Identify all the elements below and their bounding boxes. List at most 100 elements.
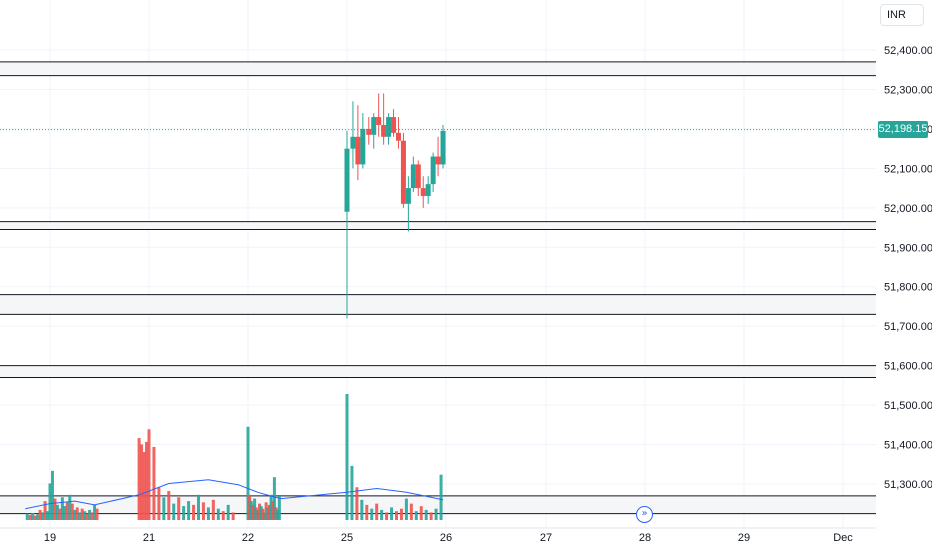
candle-body <box>381 124 387 137</box>
volume-bar <box>48 483 52 520</box>
volume-bar <box>75 507 79 520</box>
volume-bar <box>345 394 349 520</box>
candle-body <box>415 164 421 189</box>
last-price-badge: 52,198.15 <box>878 121 928 139</box>
volume-bar <box>360 499 364 520</box>
volume-bar <box>187 501 191 520</box>
volume-bar <box>55 504 59 520</box>
y-tick-label: 51,900.00 <box>884 242 932 254</box>
y-tick-label: 52,100.00 <box>884 163 932 175</box>
candle-body <box>400 140 406 204</box>
x-axis[interactable]: 19 21 22 25 26 27 28 29 Dec <box>0 527 876 544</box>
volume-bar <box>68 494 72 520</box>
x-tick-label: 19 <box>44 532 56 544</box>
volume-bar <box>365 504 369 520</box>
volume-bar <box>70 503 74 520</box>
volume-bar <box>414 511 418 520</box>
candle-body <box>350 136 356 149</box>
volume-bar <box>53 498 57 520</box>
volume-bar <box>192 504 196 520</box>
volume-bar <box>172 503 176 520</box>
volume-bar <box>83 511 87 520</box>
volume-bar <box>263 512 266 520</box>
volume-bar <box>266 507 270 520</box>
volume-bar <box>355 487 359 520</box>
candle-body <box>371 117 377 135</box>
volume-bar <box>390 507 394 520</box>
x-tick-label: 28 <box>639 532 651 544</box>
volume-bars <box>25 394 443 520</box>
volume-bar <box>276 509 280 520</box>
volume-bar <box>58 508 62 520</box>
zone-fill <box>0 294 876 315</box>
candle-body <box>410 164 416 189</box>
candle-body <box>360 128 366 165</box>
volume-bar <box>201 502 205 520</box>
volume-bar <box>216 508 220 520</box>
x-tick-label: 22 <box>242 532 254 544</box>
x-tick-label: 26 <box>440 532 452 544</box>
volume-bar <box>424 509 428 520</box>
candle-body <box>366 128 372 135</box>
candle-body <box>391 117 397 133</box>
goto-realtime-button[interactable]: » <box>636 506 653 523</box>
volume-bar <box>385 512 389 520</box>
y-tick-label: 52,300.00 <box>884 84 932 96</box>
volume-bar <box>93 504 97 520</box>
volume-bar <box>226 504 230 520</box>
volume-bar <box>267 504 271 520</box>
currency-label[interactable]: INR <box>880 4 924 26</box>
candlesticks <box>344 93 446 319</box>
y-tick-label: 52,000.00 <box>884 203 932 215</box>
volume-bar <box>63 506 67 520</box>
x-tick-label: 21 <box>143 532 155 544</box>
volume-bar <box>404 498 408 520</box>
volume-bar <box>28 514 32 520</box>
candle-body <box>435 156 441 165</box>
candle-body <box>425 184 431 196</box>
volume-bar <box>231 512 235 520</box>
volume-bar <box>140 444 144 520</box>
volume-bar <box>157 487 161 520</box>
volume-bar <box>429 512 433 520</box>
y-tick-label: 51,400.00 <box>884 440 932 452</box>
candle-body <box>355 136 361 165</box>
y-tick-label: 51,500.00 <box>884 400 932 412</box>
volume-bar <box>419 506 423 520</box>
volume-bar <box>197 494 200 520</box>
volume-bar <box>95 508 99 520</box>
volume-bar <box>33 515 37 520</box>
y-axis[interactable]: 52,400.0052,300.0052,200.0052,100.0052,0… <box>884 45 932 491</box>
volume-bar <box>41 512 45 520</box>
volume-bar <box>380 509 384 520</box>
y-tick-label: 51,700.00 <box>884 321 932 333</box>
volume-bar <box>256 509 260 520</box>
volume-bar <box>254 507 258 520</box>
candle-body <box>386 117 392 137</box>
candle-body <box>430 156 436 185</box>
volume-bar <box>73 509 77 520</box>
double-chevron-right-icon: » <box>641 508 648 519</box>
volume-bar <box>399 508 403 520</box>
volume-bar <box>211 499 215 520</box>
volume-bar <box>259 506 263 520</box>
candle-body <box>395 132 401 141</box>
volume-bar <box>78 512 82 520</box>
x-tick-label: Dec <box>833 532 853 544</box>
volume-bar <box>38 509 42 520</box>
y-tick-label: 51,600.00 <box>884 361 932 373</box>
volume-bar <box>50 470 54 520</box>
volume-bar <box>277 496 281 520</box>
volume-bar <box>182 506 186 520</box>
volume-bar <box>206 507 210 520</box>
volume-bar <box>65 502 69 520</box>
volume-bar <box>261 508 265 520</box>
volume-bar <box>152 446 156 520</box>
volume-bar <box>147 429 151 520</box>
volume-bar <box>439 474 443 520</box>
candle-body <box>344 148 350 212</box>
candle-body <box>440 130 446 165</box>
candle-body <box>405 188 411 204</box>
volume-bar <box>145 441 149 520</box>
